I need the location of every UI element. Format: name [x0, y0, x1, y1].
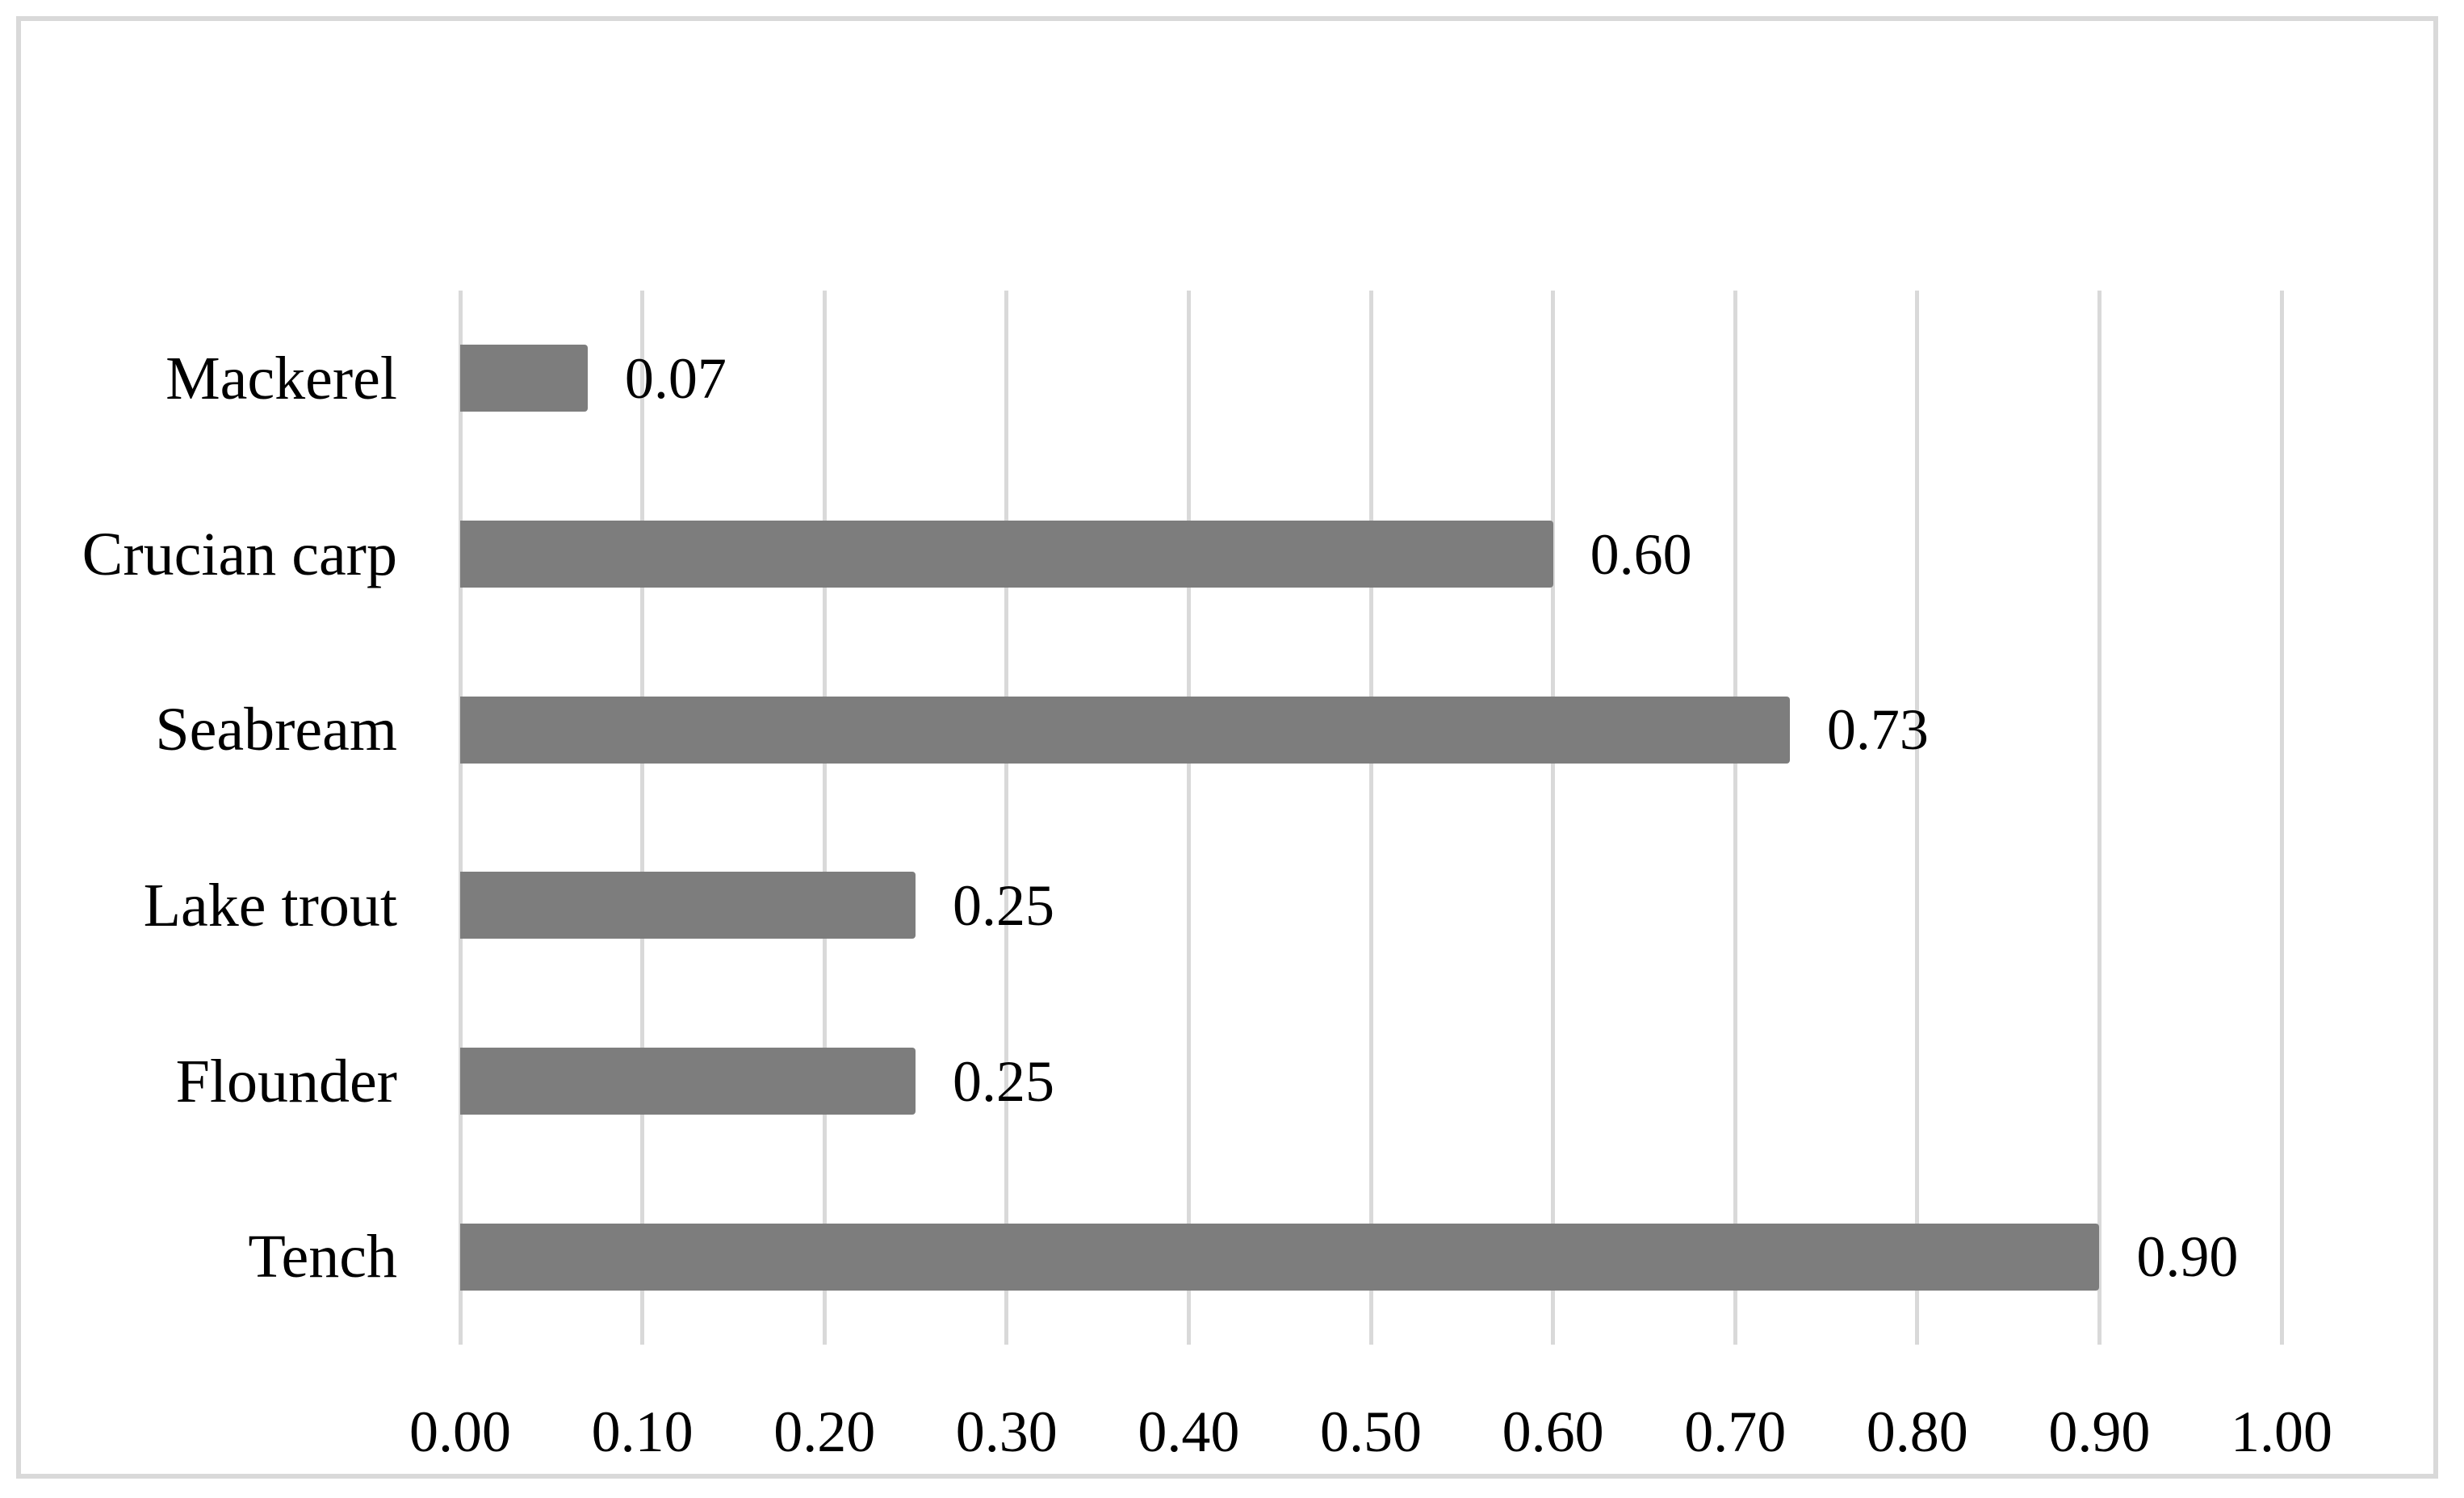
- data-label-seabream: 0.73: [1826, 697, 1929, 763]
- bar-flounder: [460, 1048, 916, 1115]
- gridline-0.90: [2097, 291, 2102, 1345]
- x-tick-label-0.80: 0.80: [1866, 1400, 1968, 1464]
- category-label-mackerel: Mackerel: [166, 344, 397, 412]
- data-label-flounder: 0.25: [953, 1048, 1054, 1114]
- bar-crucian-carp: [460, 521, 1553, 588]
- category-label-lake-trout: Lake trout: [143, 871, 397, 939]
- gridline-0.00: [458, 291, 463, 1345]
- bar-tench: [460, 1223, 2100, 1291]
- bar-seabream: [460, 696, 1790, 764]
- gridline-0.80: [1915, 291, 1920, 1345]
- bar-lake-trout: [460, 872, 916, 939]
- gridline-0.30: [1004, 291, 1009, 1345]
- x-tick-label-0.20: 0.20: [773, 1400, 876, 1464]
- gridline-0.10: [640, 291, 645, 1345]
- data-label-lake-trout: 0.25: [953, 872, 1054, 938]
- x-tick-label-0.70: 0.70: [1684, 1400, 1787, 1464]
- x-tick-label-0.60: 0.60: [1502, 1400, 1604, 1464]
- gridline-0.20: [822, 291, 827, 1345]
- x-tick-label-1.00: 1.00: [2231, 1400, 2332, 1464]
- category-label-flounder: Flounder: [175, 1047, 397, 1115]
- bar-mackerel: [460, 345, 588, 412]
- data-label-tench: 0.90: [2136, 1224, 2239, 1290]
- x-tick-label-0.50: 0.50: [1320, 1400, 1422, 1464]
- data-label-crucian-carp: 0.60: [1590, 521, 1692, 587]
- x-tick-label-0.90: 0.90: [2048, 1400, 2151, 1464]
- x-tick-label-0.10: 0.10: [591, 1400, 694, 1464]
- gridline-1.00: [2279, 291, 2284, 1345]
- x-tick-label-0.40: 0.40: [1138, 1400, 1240, 1464]
- gridline-0.40: [1186, 291, 1191, 1345]
- x-tick-label-0.30: 0.30: [955, 1400, 1058, 1464]
- gridline-0.50: [1368, 291, 1373, 1345]
- category-label-seabream: Seabream: [155, 696, 397, 764]
- x-tick-label-0.00: 0.00: [409, 1400, 511, 1464]
- gridline-0.70: [1733, 291, 1737, 1345]
- category-label-crucian-carp: Crucian carp: [82, 520, 397, 588]
- category-label-tench: Tench: [248, 1223, 397, 1291]
- data-label-mackerel: 0.07: [624, 345, 727, 411]
- gridline-0.60: [1551, 291, 1556, 1345]
